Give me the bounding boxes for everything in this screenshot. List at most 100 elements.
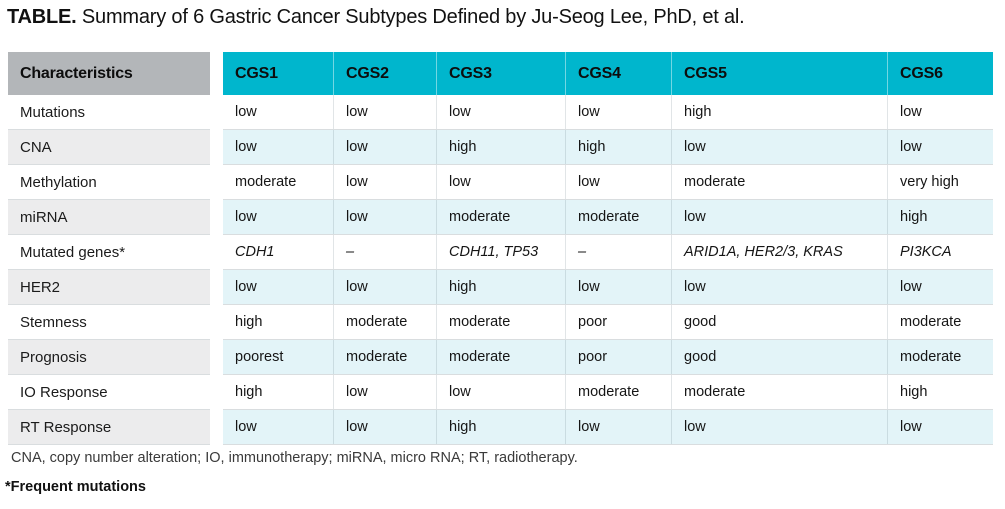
- table-cell: high: [235, 314, 263, 330]
- column-header: CGS4: [565, 52, 671, 95]
- table-cell: high: [436, 270, 565, 304]
- table-cell: high: [887, 200, 993, 234]
- table-cell: low: [333, 270, 436, 304]
- table-cell: poor: [565, 340, 671, 374]
- table-cell: low: [887, 270, 993, 304]
- table-row: poorest moderate moderate poor good moderate: [223, 340, 993, 375]
- table-row: moderate low low low moderate very high: [223, 165, 993, 200]
- characteristics-column: Characteristics Mutations CNA Methylation m…: [8, 52, 210, 445]
- table-cell: moderate: [235, 174, 297, 190]
- table-cell: low: [235, 104, 257, 120]
- table-cell: high: [436, 130, 565, 164]
- table-cell: low: [887, 130, 993, 164]
- table-cell: low: [235, 419, 257, 435]
- column-header: CGS3: [436, 52, 565, 95]
- row-label: Methylation: [8, 165, 210, 200]
- table-row: low low high low low low: [223, 410, 993, 445]
- row-label: Stemness: [8, 305, 210, 340]
- table-cell: low: [333, 410, 436, 444]
- table-cell: high: [235, 384, 263, 400]
- table-cell: –: [333, 235, 436, 269]
- frequent-mutations-footnote: *Frequent mutations: [5, 479, 146, 496]
- table-cell: low: [565, 410, 671, 444]
- table-cell: CDH1: [235, 244, 275, 260]
- column-header: CGS2: [333, 52, 436, 95]
- row-label: Mutated genes*: [8, 235, 210, 270]
- table-cell: poor: [565, 305, 671, 339]
- table-cell: low: [333, 375, 436, 409]
- data-header-row: CGS1 CGS2 CGS3 CGS4 CGS5 CGS6: [223, 52, 993, 95]
- table-cell: moderate: [565, 375, 671, 409]
- row-label: HER2: [8, 270, 210, 305]
- table-cell: low: [565, 270, 671, 304]
- table-cell: moderate: [671, 375, 887, 409]
- row-label: IO Response: [8, 375, 210, 410]
- table-cell: low: [887, 95, 993, 129]
- table-cell: good: [671, 340, 887, 374]
- row-label: RT Response: [8, 410, 210, 445]
- table-row: low low high high low low: [223, 130, 993, 165]
- table-row: high moderate moderate poor good moderate: [223, 305, 993, 340]
- table-cell: low: [333, 95, 436, 129]
- column-header: CGS6: [887, 52, 993, 95]
- table-row: low low high low low low: [223, 270, 993, 305]
- table-cell: moderate: [887, 305, 993, 339]
- table-cell: CDH11, TP53: [436, 235, 565, 269]
- table-cell: low: [235, 279, 257, 295]
- table-cell: low: [565, 95, 671, 129]
- footnotes: CNA, copy number alteration; IO, immunot…: [0, 450, 1005, 495]
- table-cell: moderate: [436, 200, 565, 234]
- table-title-text: Summary of 6 Gastric Cancer Subtypes Def…: [76, 6, 745, 28]
- subtype-summary-table: Characteristics Mutations CNA Methylation m…: [8, 52, 993, 445]
- characteristics-header: Characteristics: [8, 52, 210, 95]
- table-cell: high: [671, 95, 887, 129]
- table-cell: high: [436, 410, 565, 444]
- row-label: CNA: [8, 130, 210, 165]
- row-label: Mutations: [8, 95, 210, 130]
- column-header: CGS1: [223, 52, 333, 95]
- table-cell: moderate: [671, 165, 887, 199]
- table-row: high low low moderate moderate high: [223, 375, 993, 410]
- characteristics-rows: Mutations CNA Methylation miRNA Mutated gene…: [8, 95, 210, 445]
- table-cell: low: [333, 165, 436, 199]
- table-row: CDH1– CDH11, TP53– ARID1A, HER2/3, KRAS PI3…: [223, 235, 993, 270]
- table-cell: low: [235, 209, 257, 225]
- table-cell: high: [565, 130, 671, 164]
- table-cell: moderate: [436, 305, 565, 339]
- row-label: Prognosis: [8, 340, 210, 375]
- table-cell: –: [565, 235, 671, 269]
- abbreviations-footnote: CNA, copy number alteration; IO, immunot…: [11, 450, 578, 466]
- table-cell: low: [671, 410, 887, 444]
- table-cell: low: [235, 139, 257, 155]
- table-cell: low: [436, 165, 565, 199]
- table-title-label: TABLE.: [7, 6, 77, 28]
- table-cell: low: [565, 165, 671, 199]
- table-cell: moderate: [565, 200, 671, 234]
- table-cell: low: [436, 375, 565, 409]
- data-rows: low low low low high low low low high high low low m…: [223, 95, 993, 445]
- table-cell: moderate: [436, 340, 565, 374]
- table-row: low low moderate moderate low high: [223, 200, 993, 235]
- table-row: low low low low high low: [223, 95, 993, 130]
- table-cell: low: [671, 200, 887, 234]
- table-cell: ARID1A, HER2/3, KRAS: [671, 235, 887, 269]
- table-cell: low: [671, 270, 887, 304]
- table-title: TABLE. Summary of 6 Gastric Cancer Subty…: [7, 6, 745, 29]
- table-cell: low: [671, 130, 887, 164]
- table-cell: very high: [887, 165, 993, 199]
- table-cell: good: [671, 305, 887, 339]
- table-cell: low: [436, 95, 565, 129]
- table-cell: low: [333, 200, 436, 234]
- table-cell: poorest: [235, 349, 284, 365]
- table-cell: low: [887, 410, 993, 444]
- table-cell: moderate: [333, 340, 436, 374]
- table-cell: moderate: [333, 305, 436, 339]
- table-cell: high: [887, 375, 993, 409]
- subtype-data-columns: CGS1 CGS2 CGS3 CGS4 CGS5 CGS6 low low low low hig…: [223, 52, 993, 445]
- table-cell: moderate: [887, 340, 993, 374]
- table-cell: low: [333, 130, 436, 164]
- table-cell: PI3KCA: [887, 235, 993, 269]
- column-header: CGS5: [671, 52, 887, 95]
- row-label: miRNA: [8, 200, 210, 235]
